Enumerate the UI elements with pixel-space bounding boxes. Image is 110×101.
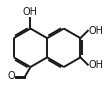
Text: OH: OH [88, 26, 103, 36]
Text: OH: OH [88, 60, 103, 70]
Text: OH: OH [23, 7, 38, 17]
Text: O: O [8, 71, 15, 81]
